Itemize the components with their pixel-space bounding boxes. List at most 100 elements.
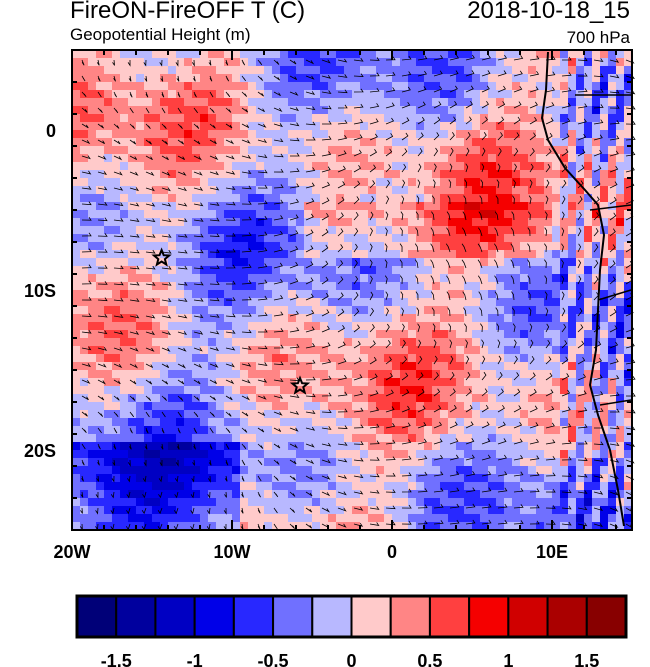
field-cell (200, 394, 208, 402)
field-cell (456, 234, 464, 242)
field-cell (344, 306, 352, 314)
field-cell (544, 466, 552, 474)
field-cell (536, 90, 544, 98)
field-cell (344, 98, 352, 106)
field-cell (264, 418, 272, 426)
field-cell (560, 514, 568, 522)
field-cell (112, 514, 120, 522)
field-cell (200, 194, 208, 202)
wind-barb (337, 374, 348, 381)
field-cell (88, 418, 96, 426)
field-cell (456, 114, 464, 122)
field-cell (104, 50, 112, 58)
field-cell (536, 514, 544, 522)
field-cell (376, 250, 384, 258)
field-cell (392, 394, 400, 402)
wind-barb (289, 183, 300, 189)
field-cell (408, 66, 416, 74)
wind-barb (401, 372, 409, 381)
field-cell (600, 162, 608, 170)
wind-barb (510, 259, 515, 269)
field-cell (432, 106, 440, 114)
field-cell (328, 362, 336, 370)
field-cell (272, 146, 280, 154)
field-cell (552, 170, 560, 178)
field-cell (296, 266, 304, 274)
field-cell (440, 130, 448, 138)
field-cell (200, 178, 208, 186)
field-cell (184, 354, 192, 362)
field-cell (480, 50, 488, 58)
field-cell (624, 514, 632, 522)
field-cell (312, 450, 320, 458)
field-cell (136, 162, 144, 170)
wind-barb (494, 291, 499, 301)
field-cell (72, 290, 80, 298)
field-cell (200, 170, 208, 178)
wind-barb (305, 359, 316, 365)
field-cell (384, 362, 392, 370)
field-cell (216, 194, 224, 202)
field-cell (232, 202, 240, 210)
field-cell (496, 82, 504, 90)
field-cell (544, 250, 552, 258)
field-cell (512, 194, 520, 202)
field-cell (592, 186, 600, 194)
field-cell (160, 58, 168, 66)
wind-barb (609, 276, 616, 285)
field-cell (232, 178, 240, 186)
field-cell (224, 266, 232, 274)
field-cell (328, 458, 336, 466)
field-cell (424, 362, 432, 370)
field-cell (360, 106, 368, 114)
field-cell (576, 170, 584, 178)
field-cell (304, 402, 312, 410)
field-cell (200, 266, 208, 274)
field-cell (328, 434, 336, 442)
field-cell (200, 370, 208, 378)
field-cell (120, 370, 128, 378)
field-cell (280, 490, 288, 498)
field-cell (424, 298, 432, 306)
field-cell (336, 354, 344, 362)
field-cell (448, 362, 456, 370)
field-cell (448, 322, 456, 330)
field-cell (320, 90, 328, 98)
field-cell (320, 354, 328, 362)
field-cell (440, 426, 448, 434)
field-cell (328, 106, 336, 114)
field-cell (304, 338, 312, 346)
wind-barb (129, 249, 140, 254)
field-cell (432, 354, 440, 362)
field-cell (600, 210, 608, 218)
field-cell (176, 170, 184, 178)
field-cell (432, 250, 440, 258)
field-cell (88, 514, 96, 522)
field-cell (304, 218, 312, 226)
field-cell (88, 226, 96, 234)
field-cell (424, 426, 432, 434)
wind-barb (289, 410, 300, 415)
field-cell (488, 338, 496, 346)
field-cell (616, 394, 624, 402)
field-cell (368, 154, 376, 162)
field-cell (152, 378, 160, 386)
field-cell (152, 138, 160, 146)
wind-barb (176, 75, 180, 82)
field-cell (264, 74, 272, 82)
wind-barb (544, 227, 548, 237)
field-cell (440, 210, 448, 218)
field-cell (360, 58, 368, 66)
wind-barb (479, 195, 483, 205)
wind-barb (225, 91, 231, 98)
field-cell (384, 146, 392, 154)
temperature-field (72, 50, 632, 530)
field-cell (360, 282, 368, 290)
field-cell (504, 218, 512, 226)
field-cell (616, 410, 624, 418)
field-cell (608, 146, 616, 154)
wind-barb (401, 163, 407, 173)
field-cell (408, 90, 416, 98)
wind-barb (97, 395, 105, 401)
field-cell (176, 66, 184, 74)
